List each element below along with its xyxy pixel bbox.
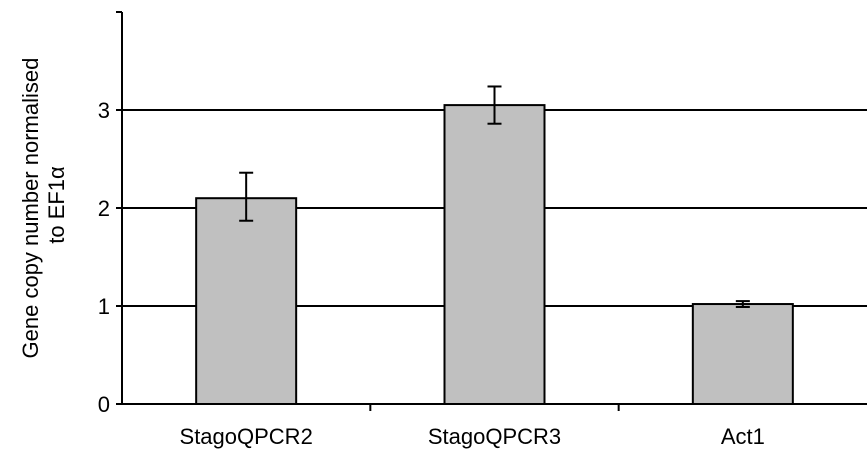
- y-tick-labels: 0 1 2 3: [98, 98, 110, 417]
- y-axis-title-line-2: to EF1α: [44, 166, 69, 244]
- y-tick-label: 2: [98, 196, 110, 221]
- bar: [195, 197, 298, 405]
- y-tick-label: 0: [98, 392, 110, 417]
- x-tick-label: StagoQPCR2: [180, 424, 313, 449]
- axes: [116, 11, 867, 411]
- y-axis-title-line-1: Gene copy number normalised: [18, 58, 43, 359]
- bar: [691, 303, 794, 406]
- x-tick-label: Act1: [721, 424, 765, 449]
- x-tick-labels: StagoQPCR2 StagoQPCR3 Act1: [180, 424, 765, 449]
- bars: [195, 104, 794, 406]
- bar: [443, 104, 546, 405]
- y-axis-title: Gene copy number normalised to EF1α: [18, 52, 69, 359]
- x-tick-label: StagoQPCR3: [428, 424, 561, 449]
- y-tick-label: 3: [98, 98, 110, 123]
- y-tick-label: 1: [98, 294, 110, 319]
- error-bars: [239, 85, 750, 308]
